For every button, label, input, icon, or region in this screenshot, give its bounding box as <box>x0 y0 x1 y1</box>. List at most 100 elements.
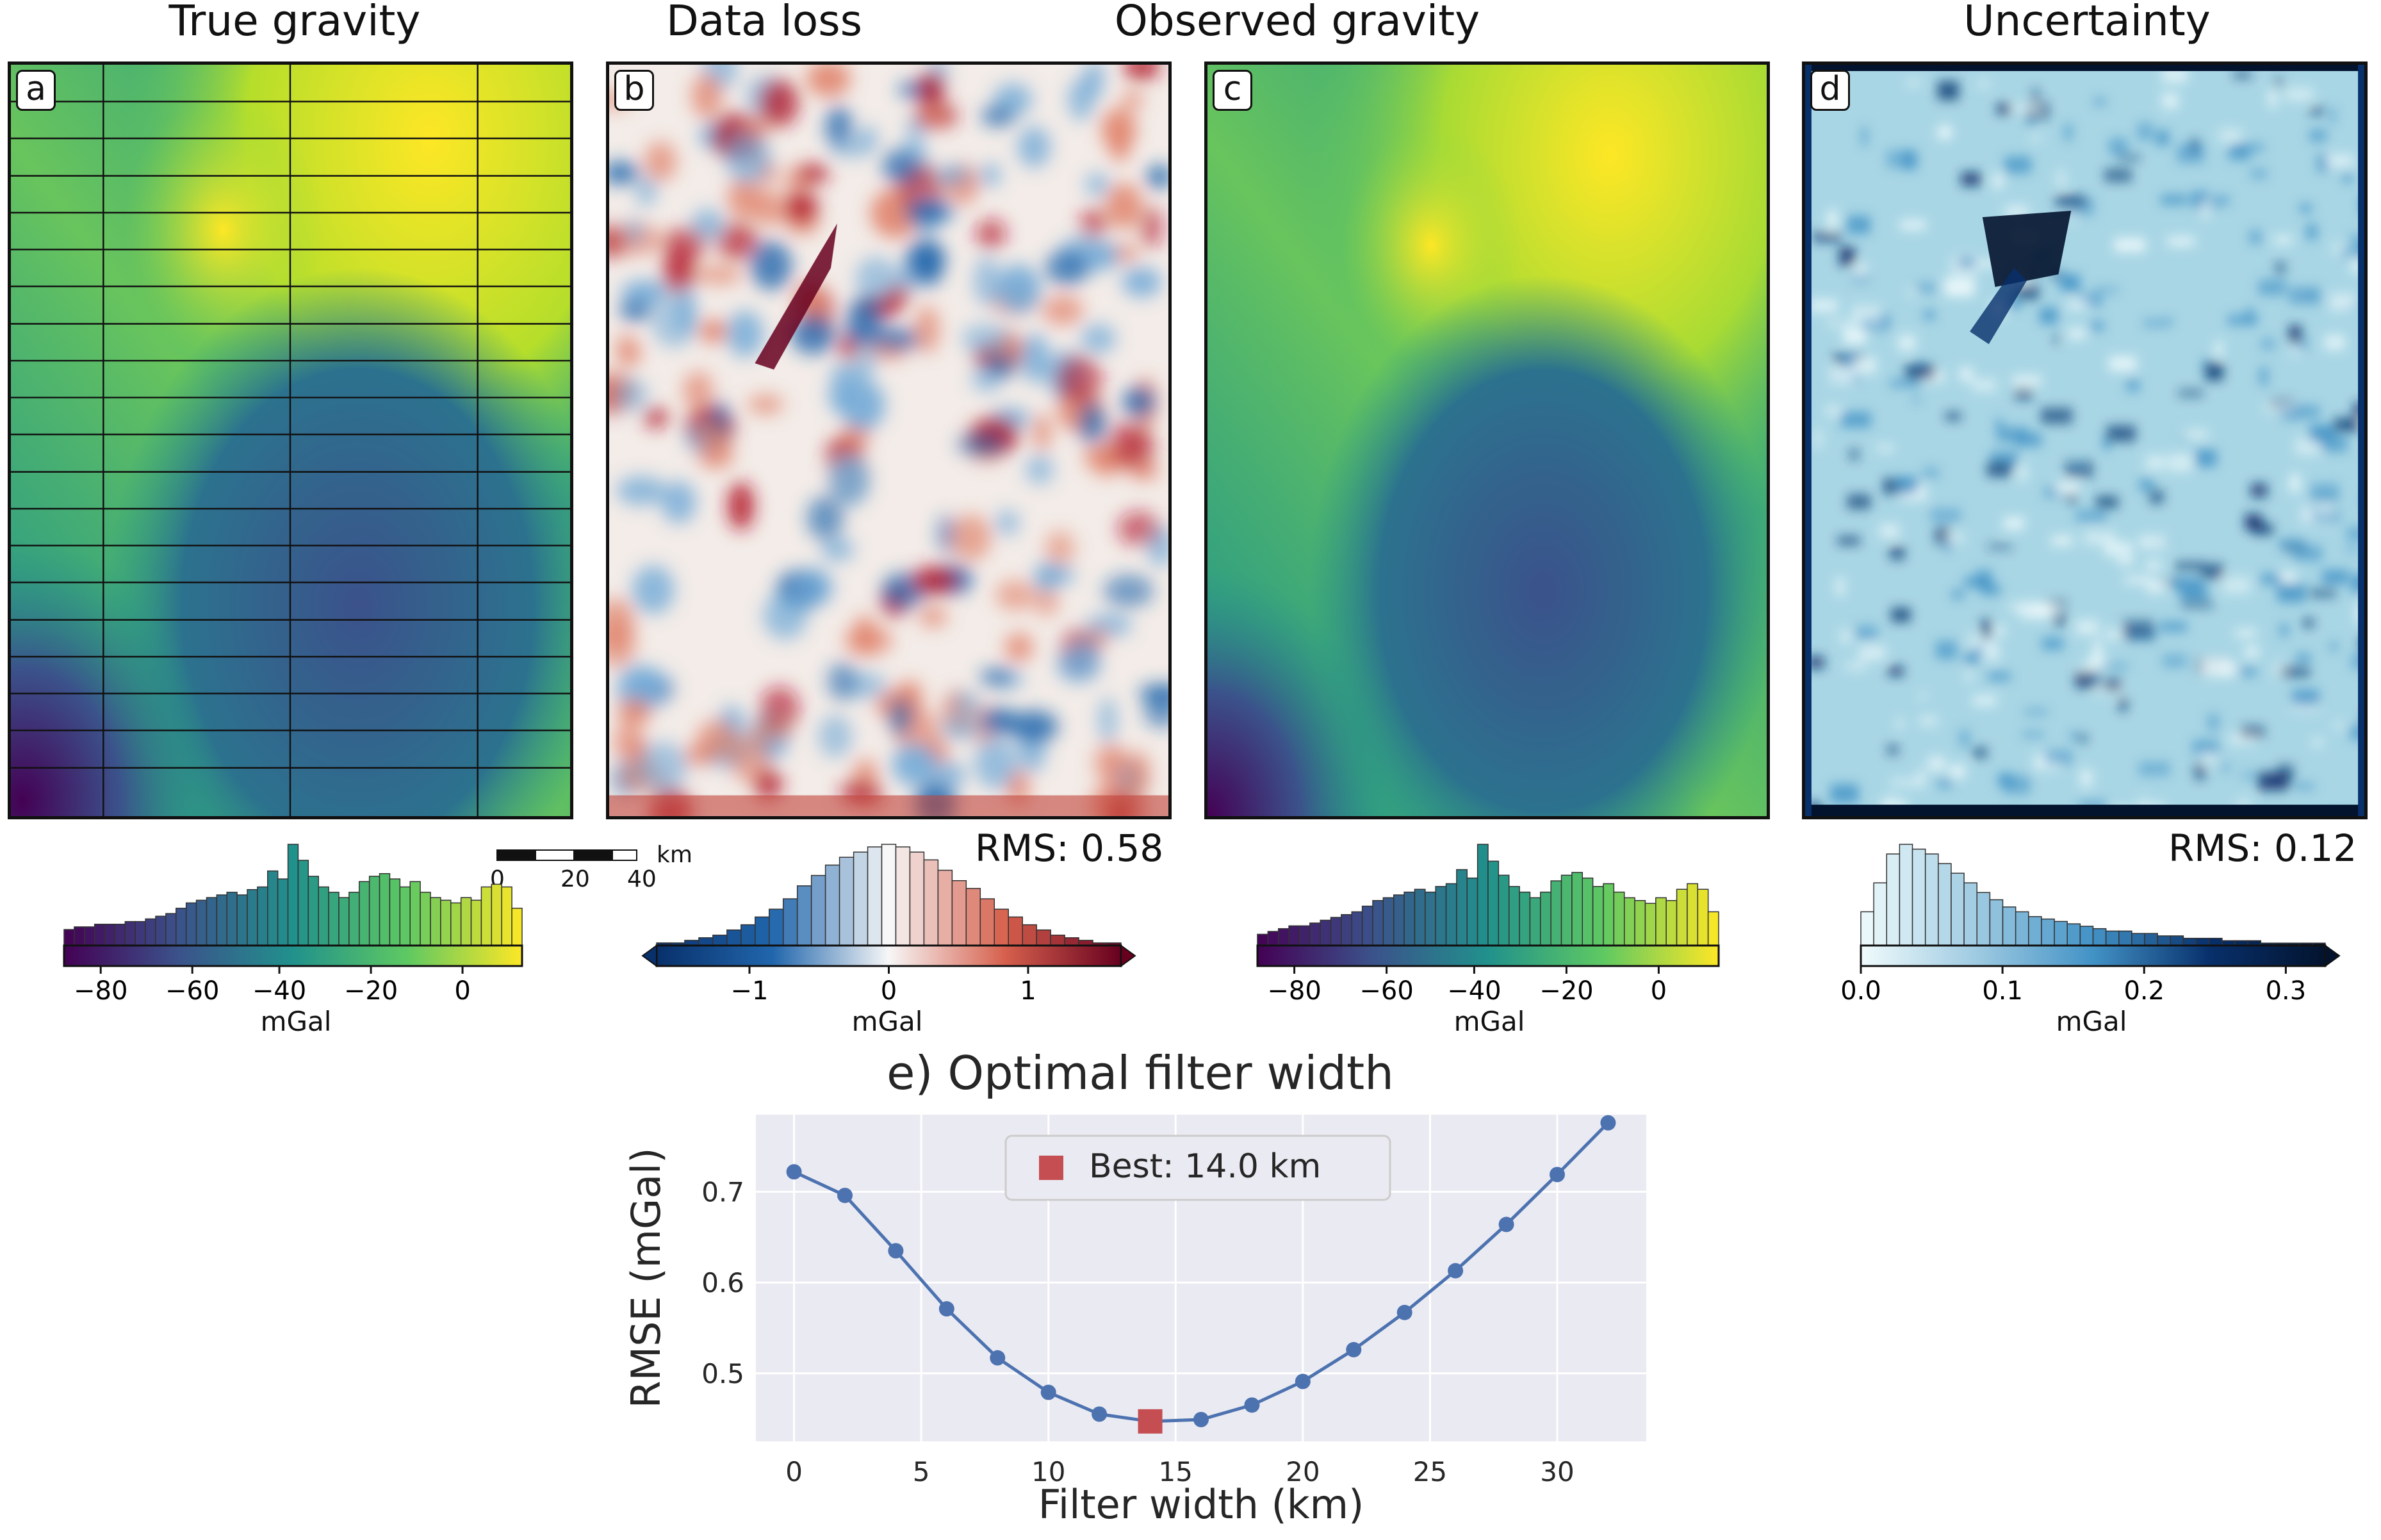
histogram-bar <box>124 921 136 946</box>
uncertainty-cell <box>2278 539 2305 547</box>
rmse-point <box>1040 1384 1056 1400</box>
histogram-bar <box>1873 882 1888 946</box>
chart-title: e) Optimal filter width <box>887 1051 1394 1100</box>
uncertainty-cell <box>1923 311 1935 320</box>
uncertainty-cell <box>1840 412 1871 428</box>
uncertainty-cell <box>2321 569 2349 584</box>
residual-blob <box>853 759 878 788</box>
uncertainty-cell <box>2289 287 2320 304</box>
uncertainty-cell <box>1845 661 1867 671</box>
uncertainty-cell <box>1877 445 1894 452</box>
uncertainty-cell <box>2063 124 2073 141</box>
uncertainty-cell <box>1944 277 1975 297</box>
uncertainty-cell <box>2333 242 2341 256</box>
histogram-bar <box>1665 900 1678 946</box>
histogram-bar <box>1445 883 1457 946</box>
uncertainty-cell <box>1847 495 1871 509</box>
residual-blob <box>1122 386 1156 417</box>
uncertainty-cell <box>2083 531 2116 545</box>
uncertainty-cell <box>1961 172 1981 186</box>
uncertainty-cell <box>1951 589 1965 600</box>
uncertainty-cell <box>2213 196 2230 205</box>
uncertainty-cell <box>1890 546 1905 560</box>
residual-blob <box>1078 402 1106 445</box>
residual-blob <box>695 425 729 447</box>
observed-gravity-field <box>1207 65 1767 816</box>
residual-blob <box>1090 452 1124 477</box>
histogram-bar <box>1951 872 1965 946</box>
residual-blob <box>750 241 792 290</box>
residual-blob <box>1081 324 1116 354</box>
uncertainty-cell <box>2032 88 2039 103</box>
histogram-bar <box>909 851 925 946</box>
residual-blob <box>914 305 940 354</box>
uncertainty-cell <box>2104 541 2132 556</box>
uncertainty-cell <box>1827 210 1837 229</box>
uncertainty-cell <box>2279 571 2296 582</box>
x-tick-label: 5 <box>913 1456 930 1487</box>
uncertainty-cell <box>2333 418 2360 432</box>
uncertainty-cell <box>1957 258 1977 268</box>
histogram-bar <box>1477 844 1489 946</box>
uncertainty-cell <box>2261 574 2281 584</box>
rmse-point <box>1396 1304 1412 1320</box>
residual-blob <box>1084 65 1104 99</box>
uncertainty-cell <box>2057 482 2079 494</box>
uncertainty-cell <box>2075 619 2099 635</box>
uncertainty-cell <box>1809 299 1838 313</box>
histogram-bar <box>1309 922 1321 946</box>
uncertainty-cell <box>1959 367 1974 382</box>
uncertainty-cell <box>2234 629 2257 637</box>
uncertainty-cell <box>2238 668 2257 676</box>
uncertainty-cell <box>2160 195 2188 205</box>
histogram-bar <box>195 899 208 946</box>
residual-blob <box>1017 126 1051 168</box>
uncertainty-cell <box>2019 464 2026 481</box>
residual-blob <box>1035 561 1058 593</box>
uncertainty-cell <box>2195 763 2205 780</box>
colorbar-tick-label: 1 <box>1020 976 1036 1006</box>
residual-blob <box>806 65 851 97</box>
uncertainty-cell <box>1964 652 1980 664</box>
uncertainty-cell <box>2334 721 2344 729</box>
uncertainty-cell <box>1890 380 1921 387</box>
uncertainty-cell <box>1812 232 1841 242</box>
histogram-bar <box>2118 930 2132 946</box>
colorbar-tick-label: 0 <box>1651 976 1667 1006</box>
uncertainty-cell <box>1886 745 1899 755</box>
residual-blob <box>632 565 675 614</box>
residual-blob <box>980 163 1001 187</box>
residual-blob <box>683 371 714 410</box>
panel-c-map: c <box>1204 61 1770 819</box>
uncertainty-cell <box>2068 328 2086 340</box>
colorbar-over-triangle <box>2325 944 2341 967</box>
histogram-bar <box>1560 874 1573 946</box>
legend-label: Best: 14.0 km <box>1089 1147 1321 1186</box>
histogram-bar <box>1064 937 1079 946</box>
histogram-bar <box>1634 900 1646 946</box>
uncertainty-cell <box>1900 220 1926 230</box>
scale-bar-unit: km <box>657 842 692 868</box>
residual-blob <box>911 566 958 595</box>
uncertainty-cell <box>2294 783 2315 790</box>
histogram-bar <box>236 894 248 946</box>
data-loss-field <box>609 65 1168 816</box>
colorbar-tick-label: 0.1 <box>1982 976 2023 1006</box>
uncertainty-cell <box>2220 764 2231 771</box>
histogram-bar <box>881 844 897 946</box>
histogram-bar <box>450 902 462 946</box>
histogram-bar <box>1613 891 1625 946</box>
uncertainty-cell <box>2104 168 2132 182</box>
uncertainty-cell <box>2126 379 2140 392</box>
histogram-bar <box>176 908 187 946</box>
uncertainty-cell <box>1935 641 1958 659</box>
uncertainty-cell <box>2310 696 2318 703</box>
residual-blob <box>1085 173 1109 196</box>
residual-blob <box>751 721 792 741</box>
histogram-bar <box>501 886 512 946</box>
histogram-bar <box>2105 930 2120 946</box>
uncertainty-cell <box>1896 719 1903 728</box>
residual-blob <box>1146 165 1168 188</box>
histogram-bar <box>1924 853 1939 946</box>
uncertainty-cell <box>1859 645 1886 660</box>
